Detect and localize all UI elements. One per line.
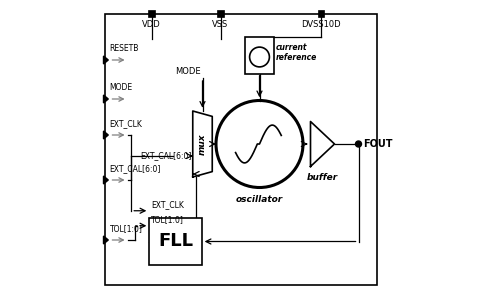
Text: RESETB: RESETB: [109, 44, 139, 53]
Text: EXT_CAL[6:0]: EXT_CAL[6:0]: [109, 164, 161, 173]
Text: VDD: VDD: [142, 20, 161, 29]
Text: MODE: MODE: [175, 68, 201, 76]
Text: mux: mux: [198, 133, 207, 155]
Bar: [149, 218, 202, 265]
Text: TOL[1:0]: TOL[1:0]: [151, 215, 184, 224]
Text: FLL: FLL: [158, 232, 193, 250]
Text: MODE: MODE: [109, 83, 132, 92]
Polygon shape: [193, 111, 212, 177]
Text: EXT_CLK: EXT_CLK: [109, 119, 143, 128]
Text: VSS: VSS: [212, 20, 228, 29]
Circle shape: [216, 100, 303, 188]
Bar: [245, 37, 274, 74]
FancyArrow shape: [104, 95, 108, 103]
FancyArrow shape: [104, 236, 108, 244]
Text: oscillator: oscillator: [236, 195, 283, 204]
FancyArrow shape: [104, 56, 108, 64]
Circle shape: [356, 141, 361, 147]
Polygon shape: [311, 122, 335, 167]
FancyArrow shape: [104, 176, 108, 184]
Text: FOUT: FOUT: [363, 139, 393, 149]
Text: buffer: buffer: [307, 172, 338, 182]
Text: EXT_CAL[6:0]: EXT_CAL[6:0]: [140, 152, 191, 160]
Bar: [318, 10, 324, 17]
Circle shape: [250, 47, 269, 67]
Text: current
reference: current reference: [276, 43, 317, 62]
Bar: [148, 10, 155, 17]
Text: TOL[1:0]: TOL[1:0]: [109, 224, 143, 233]
Text: EXT_CLK: EXT_CLK: [151, 200, 184, 209]
Bar: [217, 10, 224, 17]
Text: DVSS10D: DVSS10D: [301, 20, 341, 29]
FancyArrow shape: [104, 131, 108, 139]
